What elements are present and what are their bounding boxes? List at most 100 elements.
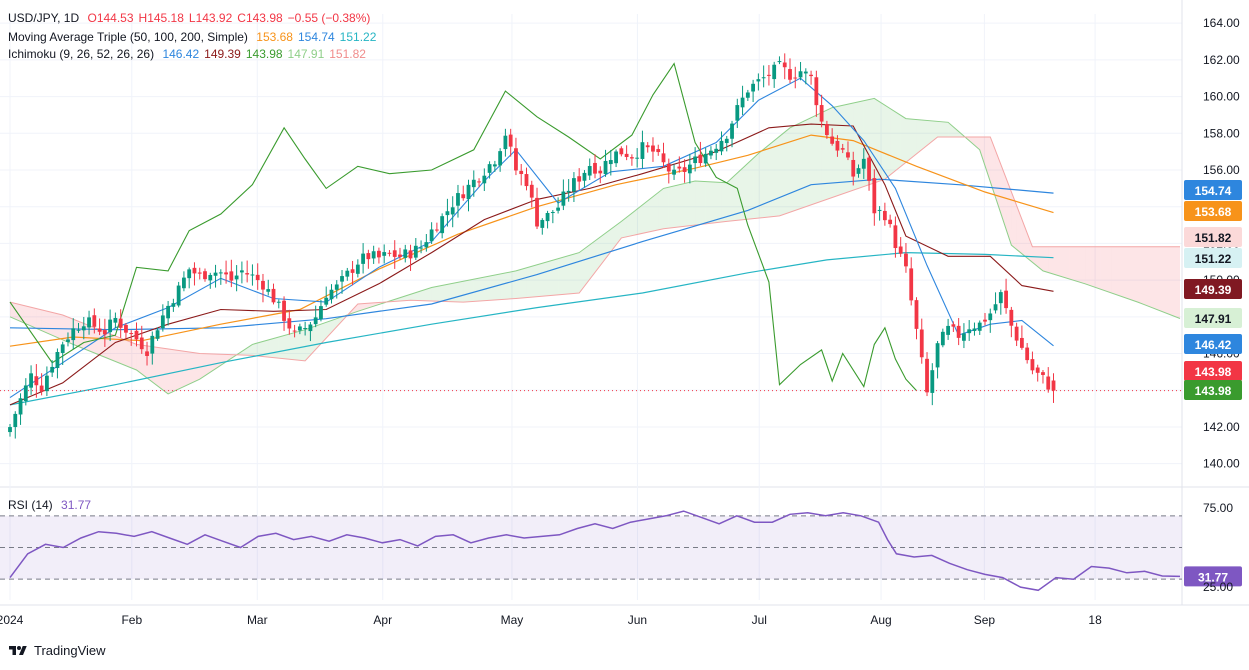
cloud-segment xyxy=(252,342,258,356)
candle xyxy=(993,292,998,314)
cloud-segment xyxy=(710,181,717,224)
cloud-segment xyxy=(1085,246,1091,286)
candle xyxy=(234,265,239,292)
cloud-segment xyxy=(400,295,406,302)
candle xyxy=(840,143,845,154)
candle-body xyxy=(150,335,155,354)
senkou-span-b-line xyxy=(9,136,1180,362)
candle-body xyxy=(303,328,308,330)
candle xyxy=(893,216,898,258)
candle-body xyxy=(782,62,787,68)
candle xyxy=(682,159,687,183)
cloud-segment xyxy=(31,307,37,329)
cloud-segment xyxy=(942,121,949,137)
candle xyxy=(1041,370,1045,384)
cloud-segment xyxy=(1158,246,1165,313)
candle-body xyxy=(66,339,70,342)
candle-body xyxy=(956,325,961,338)
candle xyxy=(788,58,792,84)
candle-body xyxy=(988,313,993,321)
candle-body xyxy=(282,300,286,321)
candle xyxy=(935,340,940,379)
cloud-segment xyxy=(57,313,63,340)
cloud-segment xyxy=(1027,232,1033,263)
candle-body xyxy=(540,219,545,228)
cloud-segment xyxy=(742,163,748,220)
price-tag-text: 143.98 xyxy=(1195,384,1232,398)
candle xyxy=(487,161,492,179)
candle-body xyxy=(930,370,935,393)
cloud-segment xyxy=(790,125,796,213)
cloud-segment xyxy=(157,347,163,390)
cloud-segment xyxy=(278,335,285,359)
candle-body xyxy=(677,166,682,169)
candle-body xyxy=(582,172,587,181)
rsi-tag-text: 31.77 xyxy=(1198,570,1228,584)
candle xyxy=(187,267,192,289)
candle-body xyxy=(419,247,423,249)
candle-body xyxy=(798,71,803,78)
price-tick-label: 156.00 xyxy=(1203,163,1240,177)
candle xyxy=(324,286,329,307)
candle xyxy=(914,297,919,340)
candle-body xyxy=(134,330,139,340)
candle-body xyxy=(245,273,250,275)
candle xyxy=(287,309,292,335)
candle xyxy=(1014,322,1019,347)
candle-body xyxy=(788,69,792,80)
candle-body xyxy=(155,330,160,339)
cloud-segment xyxy=(821,110,827,202)
price-tag-4 xyxy=(1184,279,1242,299)
cloud-segment xyxy=(368,302,374,308)
price-tag-text: 147.91 xyxy=(1195,312,1232,326)
cloud-segment xyxy=(658,188,664,230)
candle-body xyxy=(371,251,376,259)
candle xyxy=(245,260,250,283)
candle-body xyxy=(951,324,956,327)
candle xyxy=(239,261,244,284)
candle-body xyxy=(1004,290,1008,309)
candle xyxy=(872,169,877,226)
candle-body xyxy=(398,254,402,257)
candle xyxy=(371,245,376,264)
candle xyxy=(640,130,645,169)
tradingview-logo[interactable]: TradingView xyxy=(8,643,106,658)
candle-body xyxy=(492,164,497,167)
cloud-segment xyxy=(226,354,232,362)
candle-body xyxy=(682,167,687,172)
candle-body xyxy=(830,136,835,144)
time-tick-label: Jun xyxy=(628,613,647,627)
candle xyxy=(919,318,924,364)
candle xyxy=(1046,367,1051,393)
cloud-segment xyxy=(1058,246,1065,278)
cloud-segment xyxy=(595,236,601,273)
candle-body xyxy=(503,135,508,150)
cloud-segment xyxy=(320,322,327,344)
candle xyxy=(1035,364,1040,382)
cloud-segment xyxy=(315,324,321,350)
cloud-segment xyxy=(1164,246,1170,315)
cloud-segment xyxy=(732,173,738,221)
price-tag-text: 151.82 xyxy=(1195,231,1232,245)
candle xyxy=(809,70,813,85)
candle-body xyxy=(603,160,608,174)
candle-body xyxy=(1030,359,1035,371)
candle xyxy=(445,198,450,227)
candle xyxy=(977,320,982,335)
cloud-segment xyxy=(1090,246,1096,288)
cloud-segment xyxy=(510,270,516,299)
cloud-segment xyxy=(916,119,922,154)
cloud-segment xyxy=(568,254,574,294)
cloud-segment xyxy=(663,187,669,229)
candle xyxy=(846,141,850,161)
candle xyxy=(677,156,682,173)
time-tick-label: Mar xyxy=(247,613,268,627)
candle xyxy=(877,206,882,221)
cloud-segment xyxy=(1143,246,1149,307)
cloud-segment xyxy=(500,273,506,300)
candle-body xyxy=(176,285,181,306)
candle-body xyxy=(108,319,113,333)
cloud-segment xyxy=(447,283,453,302)
candle-body xyxy=(893,225,898,249)
